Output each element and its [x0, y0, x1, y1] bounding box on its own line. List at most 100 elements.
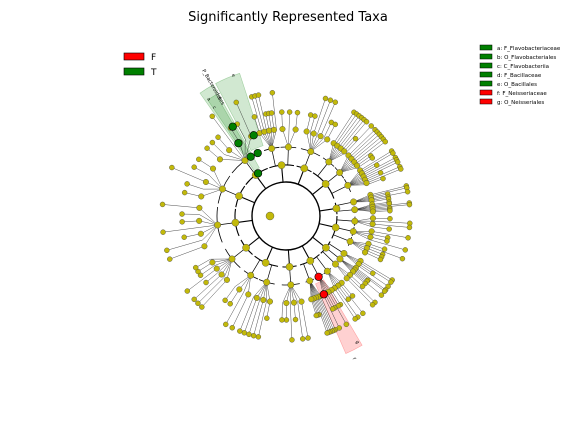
- class-legend: F T: [123, 52, 157, 78]
- branch-line: [348, 129, 376, 156]
- tree-node: [353, 162, 360, 169]
- tree-node: [346, 238, 354, 245]
- branch-line: [372, 226, 390, 230]
- branch-line: [194, 274, 222, 300]
- tree-node: [382, 138, 388, 145]
- branch-line: [372, 220, 410, 224]
- significant-node: [319, 290, 328, 299]
- tree-node: [196, 217, 203, 224]
- branch-line: [251, 96, 263, 133]
- branch-line: [224, 154, 246, 161]
- branch-line: [237, 124, 246, 140]
- tree-node: [317, 133, 324, 140]
- tree-node: [351, 217, 359, 225]
- tree-node: [349, 293, 356, 299]
- tree-node: [329, 306, 336, 312]
- branch-line: [371, 198, 389, 202]
- branch-line: [323, 122, 332, 138]
- tree-node: [386, 226, 392, 232]
- branch-line: [254, 95, 265, 132]
- tree-node: [332, 204, 341, 213]
- branch-line: [351, 134, 380, 159]
- taxa-legend-swatch-g: [479, 98, 493, 105]
- tree-node: [370, 270, 376, 276]
- branch-line: [372, 203, 390, 206]
- branch-line: [166, 239, 203, 251]
- tree-node: [313, 312, 319, 319]
- branch-line: [360, 150, 392, 171]
- tree-node: [352, 135, 359, 142]
- tree-node: [167, 256, 173, 262]
- branch-line: [244, 136, 252, 161]
- highlight-label: c: [211, 106, 217, 111]
- tree-node: [198, 193, 205, 200]
- tree-node: [283, 317, 290, 323]
- branch-line: [371, 231, 409, 238]
- tree-node: [360, 310, 366, 317]
- tree-node: [289, 337, 295, 343]
- tree-node: [332, 121, 338, 128]
- tree-node: [405, 235, 411, 241]
- branch-line: [349, 131, 378, 158]
- branch-line: [358, 157, 373, 168]
- tree-node: [369, 302, 376, 308]
- tree-node: [184, 288, 190, 294]
- tree-node: [350, 198, 357, 206]
- tree-node: [404, 189, 411, 195]
- tree-node: [181, 234, 187, 240]
- branch-line: [363, 159, 397, 177]
- tree-node: [377, 256, 384, 263]
- tree-node: [332, 99, 339, 105]
- branch-arc: [251, 181, 321, 251]
- tree-node: [363, 180, 370, 187]
- tree-node: [179, 219, 185, 225]
- branch-line: [162, 204, 200, 209]
- tree-node: [269, 90, 276, 96]
- class-legend-label-f: F: [151, 53, 156, 63]
- tree-node: [219, 185, 226, 193]
- branch-line: [315, 297, 329, 333]
- branch-line: [248, 298, 261, 335]
- tree-node: [181, 189, 188, 196]
- tree-node: [336, 255, 344, 263]
- highlight-label: a: [205, 97, 211, 102]
- branch-line: [365, 250, 382, 258]
- taxa-legend-label-f: f: F_Neisseriaceae: [497, 91, 547, 97]
- tree-node: [343, 321, 350, 328]
- tree-node: [368, 123, 374, 129]
- tree-node: [245, 291, 252, 298]
- branch-line: [340, 119, 365, 149]
- branch-line: [372, 209, 390, 211]
- tree-node: [255, 92, 262, 98]
- branch-line: [372, 223, 410, 228]
- tree-node: [369, 215, 376, 222]
- branch-line: [355, 267, 386, 291]
- tree-node: [363, 119, 370, 125]
- tree-node: [390, 150, 396, 156]
- tree-node: [268, 145, 276, 152]
- tree-node: [331, 223, 340, 232]
- tree-node: [191, 164, 197, 170]
- taxa-legend-swatch-e: [479, 80, 493, 87]
- taxa-legend-label-g: g: O_Neisseriales: [497, 100, 544, 106]
- tree-node: [233, 99, 239, 106]
- tree-node: [344, 181, 352, 189]
- tree-node: [169, 164, 175, 171]
- tree-node: [345, 296, 352, 302]
- tree-node: [213, 265, 220, 272]
- tree-node: [285, 263, 294, 271]
- tree-node: [279, 317, 285, 323]
- branch-line: [334, 288, 356, 320]
- branch-line: [212, 116, 235, 147]
- tree-node: [292, 126, 299, 133]
- tree-node: [251, 114, 258, 120]
- significant-node: [253, 148, 262, 158]
- tree-node: [227, 301, 233, 307]
- tree-node: [179, 211, 185, 217]
- tree-node: [308, 296, 315, 303]
- branch-line: [337, 115, 360, 146]
- tree-node: [324, 330, 330, 336]
- tree-node: [222, 297, 228, 304]
- taxa-legend-swatch-a: [479, 44, 493, 51]
- branch-line: [310, 139, 328, 152]
